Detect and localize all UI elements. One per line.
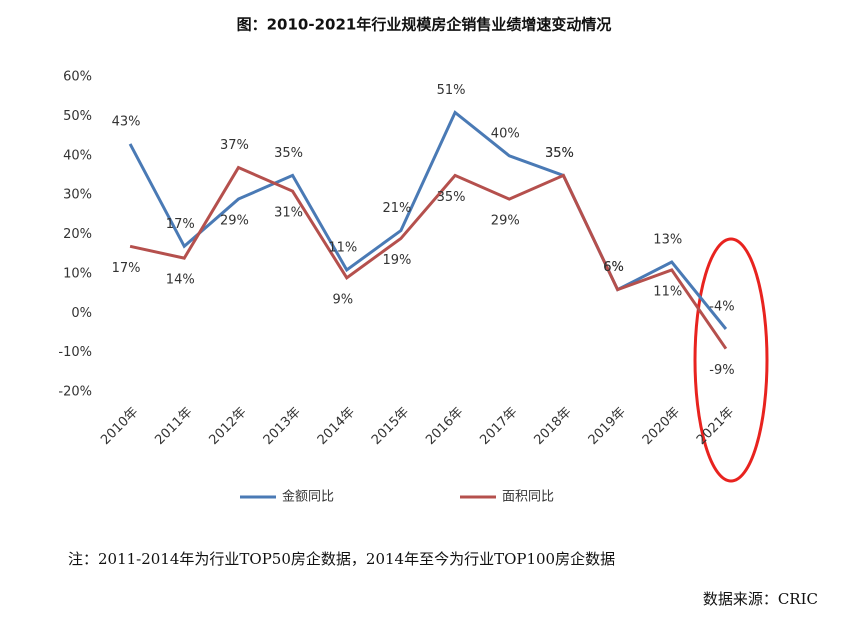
value-label: 35%: [437, 190, 466, 205]
value-label: -4%: [709, 300, 734, 315]
line: [129, 165, 728, 350]
highlight-ellipse: [693, 237, 769, 483]
value-label: 9%: [332, 292, 353, 307]
value-label: 11%: [328, 240, 357, 255]
y-tick-label: 60%: [63, 70, 92, 85]
y-tick-label: -20%: [58, 385, 92, 400]
value-label: 19%: [382, 253, 411, 268]
x-tick-label: 2012年: [207, 405, 250, 448]
value-label: 31%: [274, 206, 303, 221]
y-tick-label: 10%: [63, 266, 92, 281]
value-label: 6%: [603, 260, 624, 275]
x-tick-label: 2010年: [98, 405, 141, 448]
note: 注：2011-2014年为行业TOP50房企数据，2014年至今为行业TOP10…: [68, 550, 615, 568]
x-tick-label: 2018年: [532, 405, 575, 448]
y-tick-label: 50%: [63, 109, 92, 124]
value-label: 17%: [112, 261, 141, 276]
chart-title: 图：2010-2021年行业规模房企销售业绩增速变动情况: [237, 16, 612, 34]
value-label: 35%: [274, 146, 303, 161]
value-label: 37%: [220, 138, 249, 153]
value-label: 43%: [112, 114, 141, 129]
x-tick-label: 2020年: [640, 405, 683, 448]
value-label: 21%: [382, 201, 411, 216]
value-label: 29%: [220, 214, 249, 229]
y-tick-label: 0%: [71, 306, 92, 321]
value-label: 13%: [653, 233, 682, 248]
value-label: 6%: [603, 260, 624, 275]
x-tick-label: 2015年: [369, 405, 412, 448]
y-tick-label: 30%: [63, 188, 92, 203]
x-tick-label: 2019年: [586, 405, 629, 448]
value-label: 29%: [491, 214, 520, 229]
value-label: 51%: [437, 83, 466, 98]
x-tick-label: 2014年: [315, 405, 358, 448]
x-tick-label: 2013年: [261, 405, 304, 448]
value-label: 14%: [166, 273, 195, 288]
x-tick-label: 2017年: [477, 405, 520, 448]
y-tick-label: 40%: [63, 148, 92, 163]
source: 数据来源：CRIC: [703, 590, 818, 608]
value-label: 35%: [545, 146, 574, 161]
x-tick-label: 2016年: [423, 405, 466, 448]
y-tick-label: -10%: [58, 345, 92, 360]
value-label: 11%: [653, 284, 682, 299]
value-label: 35%: [545, 146, 574, 161]
value-label: 17%: [166, 217, 195, 232]
x-tick-label: 2011年: [152, 405, 195, 448]
value-label: -9%: [709, 363, 734, 378]
legend-label: 面积同比: [502, 490, 554, 505]
y-tick-label: 20%: [63, 227, 92, 242]
legend-label: 金额同比: [282, 489, 334, 505]
value-label: 40%: [491, 126, 520, 141]
